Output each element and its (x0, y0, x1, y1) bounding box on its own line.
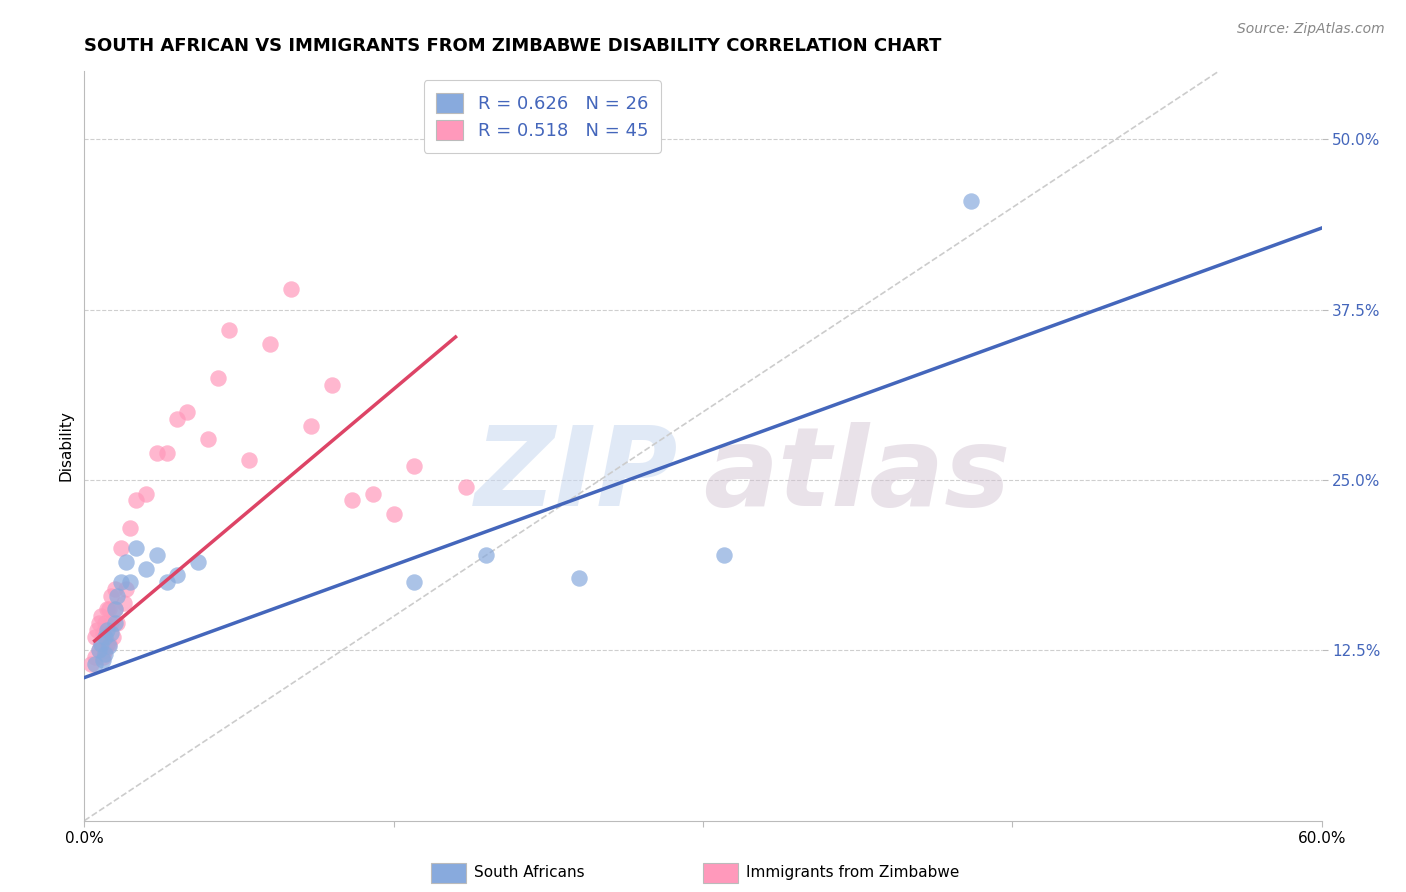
Point (125, 541, 148, 556)
Point (90, 609, 112, 624)
Text: South Africans: South Africans (474, 865, 585, 880)
Point (90, 636, 112, 650)
Point (94, 643, 117, 657)
Point (125, 493, 148, 508)
Point (156, 575, 179, 590)
Point (94, 616, 117, 631)
Point (404, 459, 426, 474)
Text: Source: ZipAtlas.com: Source: ZipAtlas.com (1237, 22, 1385, 37)
Point (110, 541, 132, 556)
Point (568, 571, 591, 585)
Point (87, 643, 110, 657)
Point (114, 582, 136, 596)
Point (114, 555, 136, 569)
Point (104, 616, 127, 631)
Point (91, 653, 114, 667)
Point (98, 640, 121, 654)
Point (104, 602, 127, 616)
Point (83, 657, 105, 671)
Point (104, 602, 127, 616)
Point (98, 636, 121, 650)
Point (100, 625, 122, 640)
Point (96, 623, 118, 637)
Point (87, 616, 110, 631)
Text: atlas: atlas (703, 423, 1011, 530)
Point (90, 636, 112, 650)
Point (135, 486, 157, 500)
Point (98, 602, 121, 616)
Point (86, 623, 108, 637)
Point (361, 486, 384, 500)
Point (145, 446, 167, 460)
Point (280, 282, 302, 296)
Text: SOUTH AFRICAN VS IMMIGRANTS FROM ZIMBABWE DISABILITY CORRELATION CHART: SOUTH AFRICAN VS IMMIGRANTS FROM ZIMBABW… (84, 37, 942, 54)
Point (156, 446, 179, 460)
Point (207, 371, 229, 385)
Point (382, 507, 405, 521)
Point (83, 650, 105, 665)
Point (713, 548, 735, 562)
Text: ZIP: ZIP (475, 423, 678, 530)
Point (79, 657, 101, 671)
Point (145, 548, 167, 562)
Point (96, 602, 118, 616)
Point (176, 405, 198, 419)
Point (197, 432, 219, 446)
Point (103, 630, 125, 644)
Point (454, 480, 477, 494)
Legend: R = 0.626   N = 26, R = 0.518   N = 45: R = 0.626 N = 26, R = 0.518 N = 45 (423, 80, 661, 153)
Point (94, 630, 117, 644)
Point (110, 575, 132, 590)
Point (166, 568, 188, 582)
Point (91, 650, 114, 665)
Point (187, 555, 209, 569)
Point (342, 493, 364, 508)
Point (112, 596, 135, 610)
Point (321, 377, 343, 392)
Point (94, 648, 117, 662)
Point (100, 589, 122, 603)
Point (404, 575, 426, 590)
Point (166, 411, 188, 425)
Point (299, 418, 322, 433)
Point (118, 575, 141, 590)
Y-axis label: Disability: Disability (58, 410, 73, 482)
Point (135, 561, 157, 575)
Point (91, 625, 114, 640)
Point (96, 636, 118, 650)
Point (960, 194, 983, 208)
Point (105, 616, 128, 631)
Point (105, 589, 128, 603)
Point (259, 336, 281, 351)
Point (218, 323, 240, 337)
Point (104, 582, 127, 596)
Point (100, 616, 122, 631)
Point (238, 452, 260, 467)
Text: Immigrants from Zimbabwe: Immigrants from Zimbabwe (747, 865, 960, 880)
Point (475, 548, 498, 562)
Point (83, 630, 105, 644)
Point (118, 521, 141, 535)
Point (87, 643, 110, 657)
